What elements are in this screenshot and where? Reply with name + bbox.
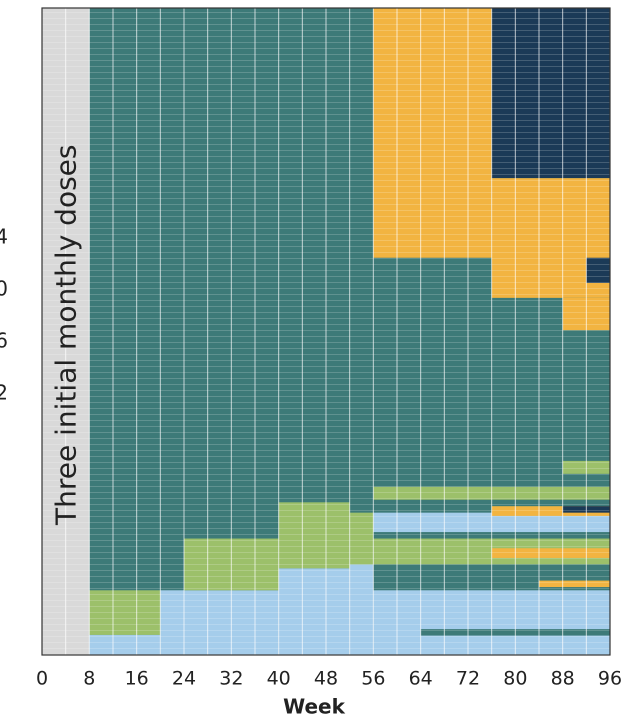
overlay <box>41 7 611 656</box>
legend-label: 6 <box>0 329 8 353</box>
x-tick-label: 96 <box>598 668 622 690</box>
legend-label: 4 <box>0 225 8 249</box>
x-tick-label: 64 <box>409 668 433 690</box>
x-axis-title: Week <box>283 695 345 719</box>
x-tick-label: 0 <box>36 668 48 690</box>
legend-label: 2 <box>0 381 8 405</box>
x-tick-label: 16 <box>125 668 149 690</box>
legend-label: 0 <box>0 277 8 301</box>
x-tick-label: 48 <box>314 668 338 690</box>
x-tick-label: 56 <box>361 668 385 690</box>
x-tick-label: 24 <box>172 668 196 690</box>
x-tick-label: 80 <box>503 668 527 690</box>
x-tick-label: 8 <box>83 668 95 690</box>
x-tick-label: 88 <box>551 668 575 690</box>
plot-frame <box>41 7 611 656</box>
annotation: Three initial monthly doses <box>50 145 83 526</box>
x-tick-label: 32 <box>219 668 243 690</box>
x-tick-label: 72 <box>456 668 480 690</box>
x-tick-label: 40 <box>267 668 291 690</box>
